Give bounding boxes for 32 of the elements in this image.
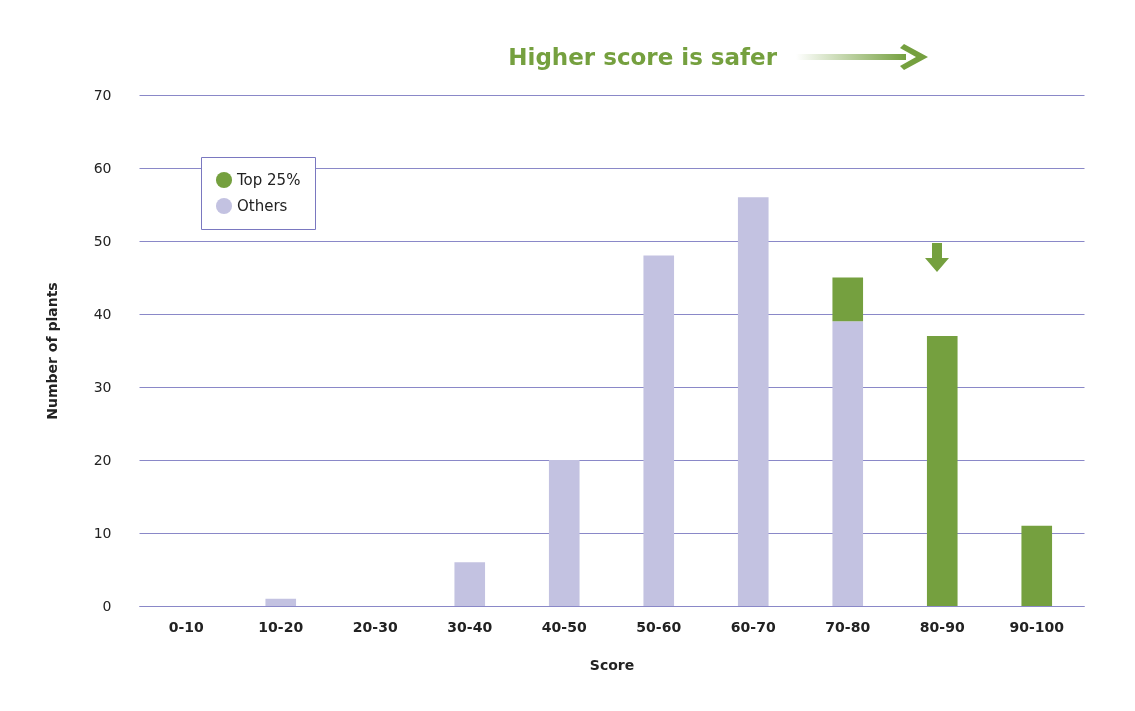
y-tick-label: 30	[93, 378, 112, 395]
x-tick-label: 70-80	[825, 618, 871, 635]
text: Higher score is safer	[508, 44, 778, 70]
y-tick-label: 40	[93, 305, 112, 322]
x-tick-label: 50-60	[636, 618, 682, 635]
x-axis-title: Score	[589, 656, 635, 673]
bar	[1021, 525, 1053, 606]
y-axis-title: Number of plants	[43, 282, 60, 420]
bar	[265, 598, 297, 606]
x-tick-label: 90-100	[1009, 618, 1065, 635]
x-tick-label: 60-70	[730, 618, 776, 635]
y-tick-label: 50	[93, 232, 112, 249]
x-tick-label: 10-20	[258, 618, 304, 635]
y-tick-label: 70	[93, 86, 112, 103]
bar	[643, 255, 675, 606]
bar	[548, 460, 580, 606]
legend-label: Others	[237, 197, 288, 215]
y-tick-label: 60	[93, 159, 112, 176]
bar	[454, 562, 486, 606]
x-tick-label: 40-50	[541, 618, 587, 635]
x-tick-label: 0-10	[168, 618, 205, 635]
legend-label: Top 25%	[236, 171, 301, 189]
bar	[832, 277, 864, 322]
y-tick-label: 10	[93, 524, 112, 541]
x-tick-label: 20-30	[352, 618, 398, 635]
bar	[832, 321, 864, 606]
x-tick-label: 30-40	[447, 618, 493, 635]
x-tick-label: 80-90	[919, 618, 965, 635]
bar	[926, 335, 958, 606]
y-tick-label: 0	[102, 597, 112, 614]
bar	[737, 197, 769, 606]
y-tick-label: 20	[93, 451, 112, 468]
